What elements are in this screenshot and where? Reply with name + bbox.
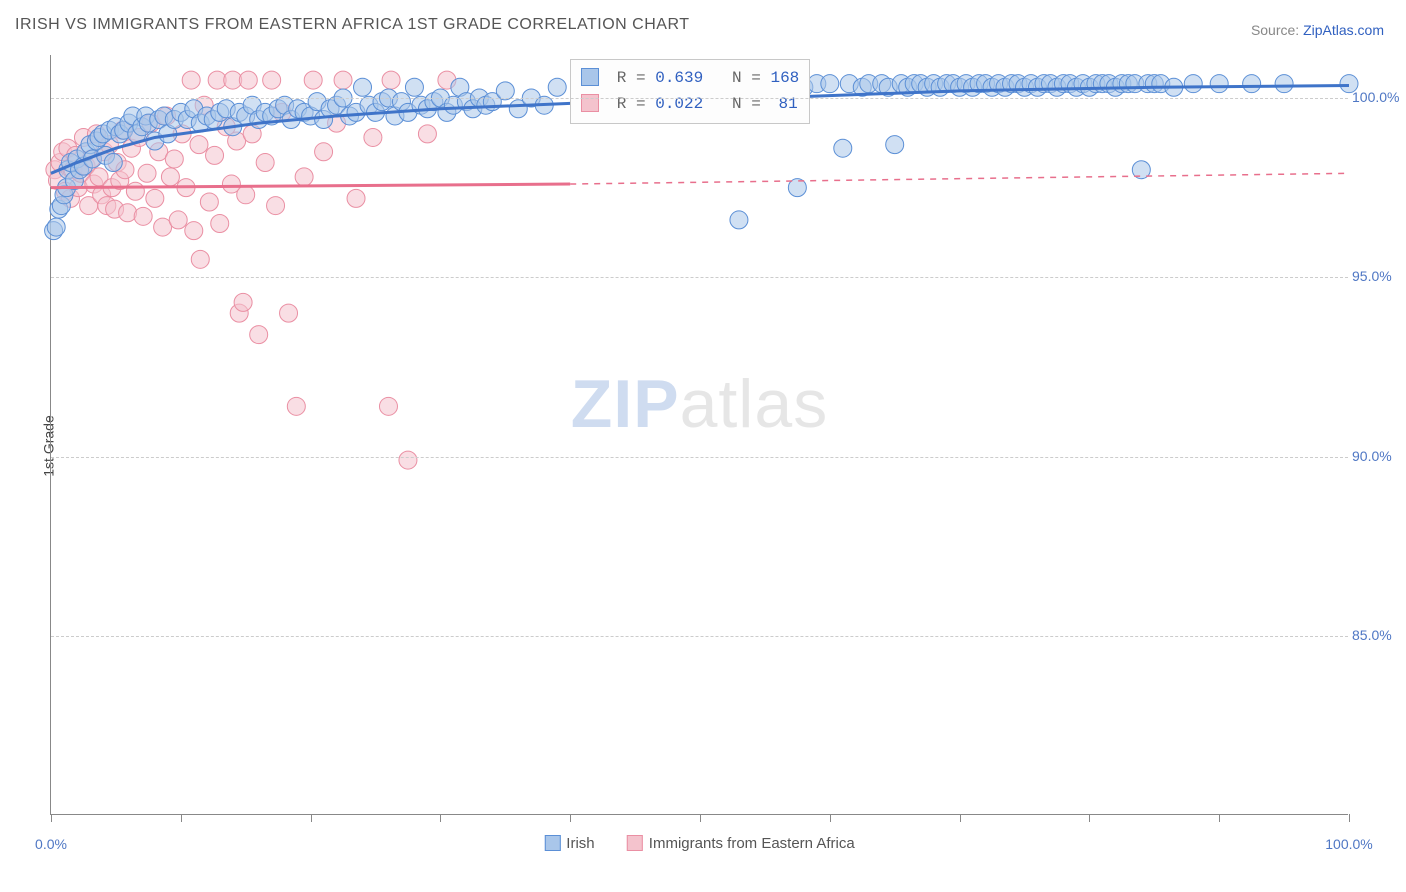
- legend-item-series1: Irish: [544, 835, 599, 852]
- gridline: [51, 636, 1348, 637]
- data-point: [104, 154, 122, 172]
- x-tick-label: 100.0%: [1325, 836, 1372, 852]
- x-tick: [1089, 814, 1090, 822]
- series1-swatch: [581, 68, 599, 86]
- chart-title: IRISH VS IMMIGRANTS FROM EASTERN AFRICA …: [15, 16, 689, 34]
- source-attribution: Source: ZipAtlas.com: [1251, 22, 1384, 38]
- data-point: [730, 211, 748, 229]
- data-point: [182, 71, 200, 89]
- source-link[interactable]: ZipAtlas.com: [1303, 22, 1384, 38]
- legend-item-series2: Immigrants from Eastern Africa: [627, 835, 855, 852]
- x-tick: [1349, 814, 1350, 822]
- data-point: [146, 189, 164, 207]
- x-tick: [440, 814, 441, 822]
- data-point: [821, 75, 839, 93]
- data-point: [237, 186, 255, 204]
- data-point: [834, 139, 852, 157]
- data-point: [185, 222, 203, 240]
- legend-swatch-series2: [627, 835, 643, 851]
- chart-svg: [51, 55, 1348, 814]
- data-point: [211, 214, 229, 232]
- data-point: [364, 128, 382, 146]
- data-point: [1275, 75, 1293, 93]
- data-point: [399, 451, 417, 469]
- correlation-stats-box: R = 0.639 N = 168 R = 0.022 N = 81: [570, 59, 810, 124]
- y-tick-label: 90.0%: [1352, 448, 1406, 464]
- data-point: [1210, 75, 1228, 93]
- data-point: [256, 154, 274, 172]
- plot-area: ZIPatlas R = 0.639 N = 168 R = 0.022 N =…: [50, 55, 1348, 815]
- data-point: [280, 304, 298, 322]
- data-point: [134, 207, 152, 225]
- x-tick: [181, 814, 182, 822]
- gridline: [51, 457, 1348, 458]
- data-point: [418, 125, 436, 143]
- y-tick-label: 100.0%: [1352, 89, 1406, 105]
- stat-row-series1: R = 0.639 N = 168: [581, 66, 799, 92]
- series2-swatch: [581, 94, 599, 112]
- x-tick: [311, 814, 312, 822]
- data-point: [234, 293, 252, 311]
- r-label: R =: [617, 69, 646, 87]
- n-label: N =: [732, 69, 761, 87]
- data-point: [267, 197, 285, 215]
- data-point: [1243, 75, 1261, 93]
- data-point: [287, 397, 305, 415]
- x-tick: [570, 814, 571, 822]
- x-tick-label: 0.0%: [35, 836, 67, 852]
- data-point: [886, 136, 904, 154]
- data-point: [191, 250, 209, 268]
- trend-line: [570, 173, 1349, 184]
- data-point: [250, 326, 268, 344]
- data-point: [382, 71, 400, 89]
- data-point: [119, 204, 137, 222]
- legend-label-series2: Immigrants from Eastern Africa: [649, 835, 855, 852]
- legend-swatch-series1: [544, 835, 560, 851]
- x-tick: [51, 814, 52, 822]
- n1-value: 168: [770, 69, 799, 87]
- data-point: [165, 150, 183, 168]
- data-point: [405, 78, 423, 96]
- data-point: [206, 146, 224, 164]
- data-point: [334, 71, 352, 89]
- x-tick: [830, 814, 831, 822]
- data-point: [354, 78, 372, 96]
- y-tick-label: 95.0%: [1352, 268, 1406, 284]
- data-point: [126, 182, 144, 200]
- data-point: [169, 211, 187, 229]
- data-point: [263, 71, 281, 89]
- legend-label-series1: Irish: [566, 835, 594, 852]
- r1-value: 0.639: [655, 69, 703, 87]
- data-point: [47, 218, 65, 236]
- data-point: [304, 71, 322, 89]
- x-tick: [960, 814, 961, 822]
- data-point: [315, 143, 333, 161]
- gridline: [51, 98, 1348, 99]
- data-point: [138, 164, 156, 182]
- data-point: [295, 168, 313, 186]
- legend: Irish Immigrants from Eastern Africa: [530, 835, 868, 852]
- gridline: [51, 277, 1348, 278]
- y-tick-label: 85.0%: [1352, 627, 1406, 643]
- data-point: [161, 168, 179, 186]
- data-point: [200, 193, 218, 211]
- data-point: [1184, 75, 1202, 93]
- data-point: [190, 136, 208, 154]
- data-point: [379, 397, 397, 415]
- data-point: [548, 78, 566, 96]
- data-point: [239, 71, 257, 89]
- chart-container: IRISH VS IMMIGRANTS FROM EASTERN AFRICA …: [0, 0, 1406, 892]
- x-tick: [1219, 814, 1220, 822]
- x-tick: [700, 814, 701, 822]
- stat-row-series2: R = 0.022 N = 81: [581, 92, 799, 118]
- data-point: [347, 189, 365, 207]
- source-label: Source:: [1251, 22, 1299, 38]
